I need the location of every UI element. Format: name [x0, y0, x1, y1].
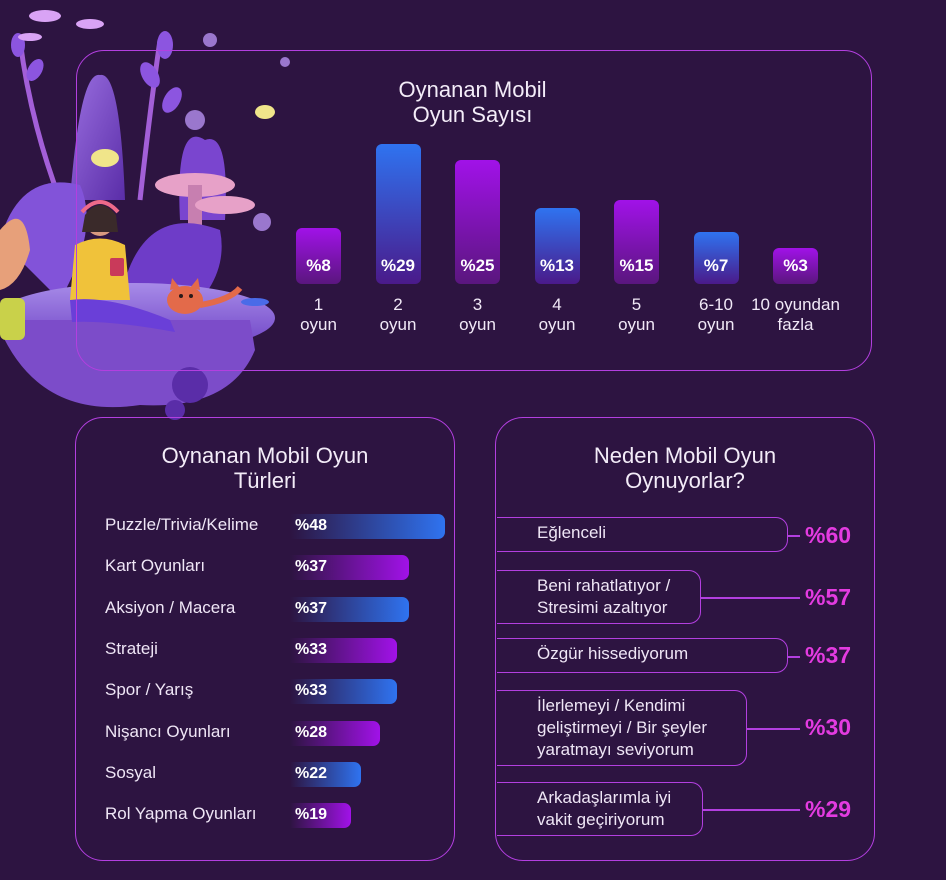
reason-connector-line — [788, 535, 800, 537]
games-count-value-label: %25 — [460, 256, 495, 275]
reason-box: İlerlemeyi / Kendimi geliştirmeyi / Bir … — [497, 690, 747, 766]
reason-box: Beni rahatlatıyor / Stresimi azaltıyor — [497, 570, 701, 624]
genre-row: Nişancı Oyunları %28 — [105, 720, 450, 747]
genre-value-label: %37 — [295, 558, 328, 576]
games-count-bar — [296, 228, 341, 284]
genre-label: Puzzle/Trivia/Kelime — [105, 515, 259, 534]
reason-connector-line — [701, 597, 800, 599]
games-count-bar — [773, 248, 818, 284]
genre-bar — [290, 803, 352, 829]
genre-label: Aksiyon / Macera — [105, 597, 236, 617]
reason-value-label: %37 — [805, 642, 852, 668]
genre-bar — [290, 720, 381, 746]
games-count-value-label: %8 — [306, 256, 331, 275]
genre-label: Sosyal — [105, 762, 157, 782]
genre-value-label: %19 — [295, 806, 328, 824]
genre-value-label: %28 — [295, 723, 328, 741]
genre-label: Rol Yapma Oyunları — [105, 804, 257, 824]
genre-label: Spor / Yarış — [105, 680, 194, 700]
genre-bar — [290, 555, 410, 581]
reason-box: Eğlenceli — [497, 517, 788, 552]
games-count-value-label: %3 — [783, 256, 808, 275]
genres-title: Oynanan Mobil Oyun Türleri — [161, 443, 369, 493]
reasons-title: Neden Mobil Oyun Oynuyorlar? — [593, 443, 777, 493]
games-count-category-label: 5 oyun — [618, 295, 655, 334]
games-count-bar — [614, 200, 659, 284]
reason-value-label: %60 — [805, 522, 852, 548]
reason-connector-line — [747, 728, 800, 730]
genre-row: Rol Yapma Oyunları %19 — [105, 803, 450, 829]
games-count-bar — [375, 144, 421, 284]
games-count-value-label: %7 — [703, 256, 729, 275]
games-count-value-label: %15 — [619, 256, 654, 275]
genre-bar — [290, 679, 397, 705]
genre-label: Nişancı Oyunları — [105, 721, 231, 741]
reason-value-label: %57 — [805, 584, 852, 610]
games-count-category-label: 10 oyundan fazla — [751, 295, 840, 334]
genres-panel — [75, 417, 455, 861]
genre-bar — [290, 596, 410, 622]
genre-row: Puzzle/Trivia/Kelime %48 — [105, 514, 450, 540]
genre-row: Sosyal %22 — [105, 761, 450, 788]
games-count-bar — [455, 160, 500, 284]
genre-value-label: %37 — [295, 599, 328, 617]
genre-value-label: %22 — [295, 764, 328, 782]
games-count-value-label: %13 — [539, 256, 575, 275]
games-count-title: Oynanan Mobil Oyun Sayısı — [398, 77, 547, 127]
games-count-value-label: %29 — [380, 256, 416, 275]
reason-value-label: %29 — [805, 796, 852, 822]
genre-row: Strateji %33 — [105, 637, 450, 664]
games-count-category-label: 1 oyun — [300, 295, 337, 334]
games-count-category-label: 4 oyun — [538, 295, 576, 334]
genre-value-label: %48 — [295, 517, 328, 534]
genre-bar — [290, 637, 397, 663]
genre-value-label: %33 — [295, 682, 328, 700]
genre-label: Kart Oyunları — [105, 556, 206, 576]
genre-bar — [290, 514, 445, 539]
genre-row: Spor / Yarış %33 — [105, 679, 450, 705]
games-count-category-label: 3 oyun — [459, 295, 496, 334]
games-count-bar — [534, 208, 580, 284]
reasons-panel — [495, 417, 875, 861]
reason-value-label: %30 — [805, 714, 852, 740]
reason-connector-line — [788, 656, 800, 658]
genre-label: Strateji — [105, 638, 158, 658]
games-count-category-label: 2 oyun — [379, 295, 417, 334]
illustration-girl-with-cat — [0, 10, 290, 420]
genre-value-label: %33 — [295, 640, 328, 658]
genre-row: Aksiyon / Macera %37 — [105, 596, 450, 623]
games-count-bar — [693, 232, 739, 284]
genre-row: Kart Oyunları %37 — [105, 555, 450, 581]
games-count-category-label: 6-10 oyun — [697, 295, 735, 334]
genre-bar — [290, 761, 362, 787]
games-count-panel — [76, 50, 872, 371]
reason-connector-line — [703, 809, 800, 811]
reason-box: Arkadaşlarımla iyi vakit geçiriyorum — [497, 782, 703, 836]
reason-box: Özgür hissediyorum — [497, 638, 788, 673]
